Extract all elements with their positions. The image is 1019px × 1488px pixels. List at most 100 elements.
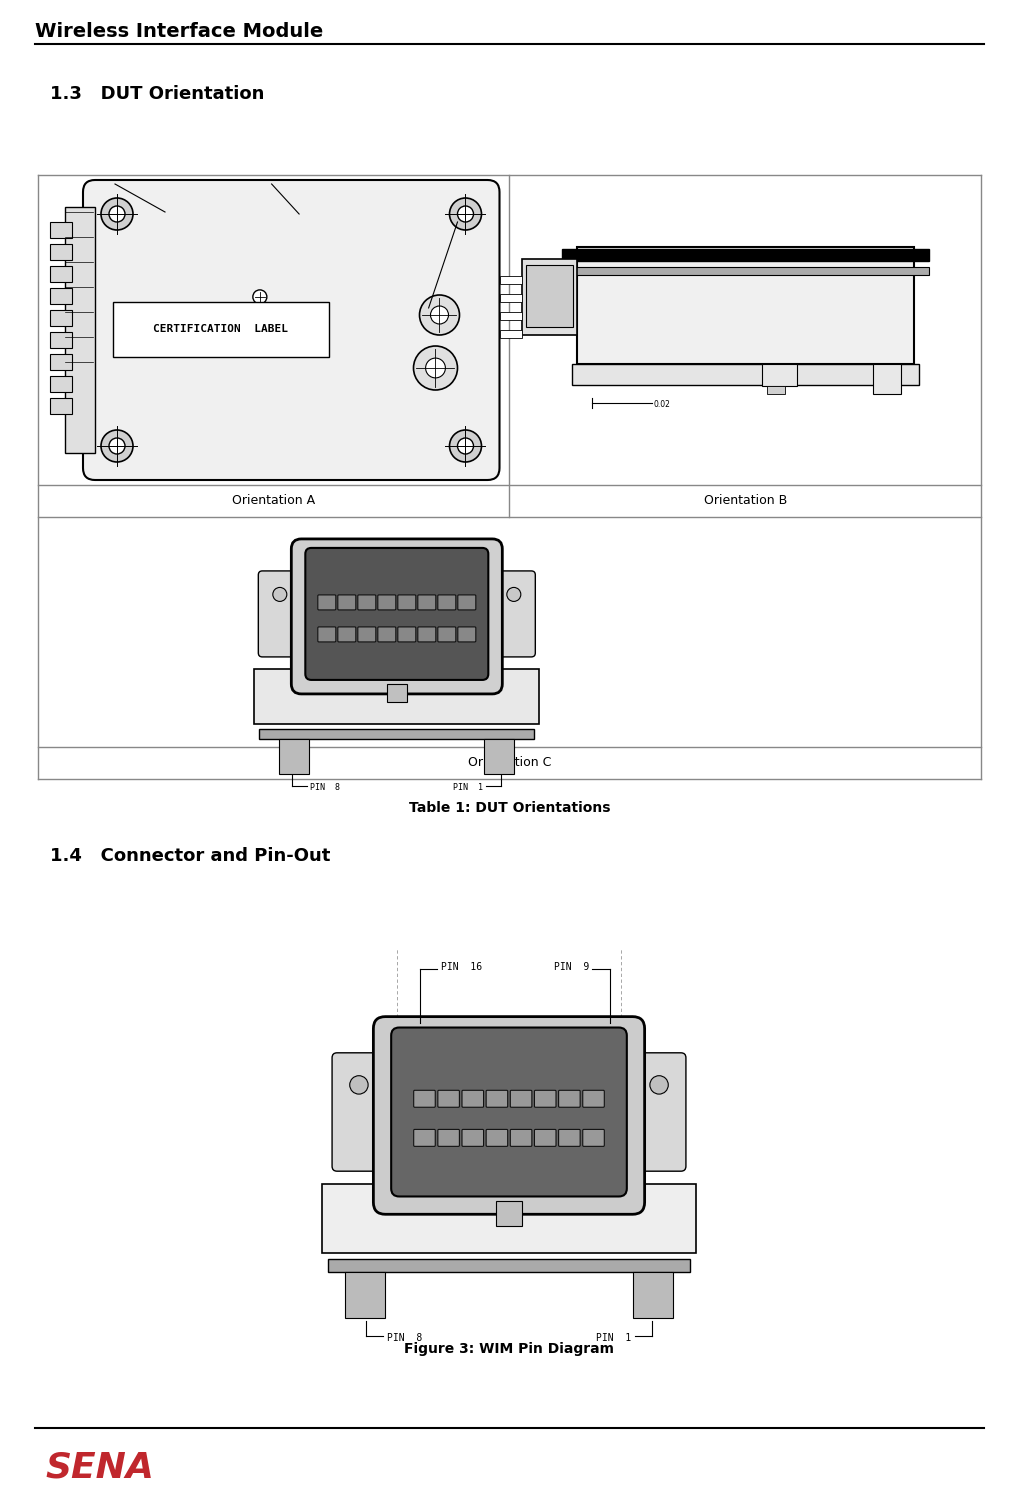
Bar: [522, 259, 577, 335]
Text: PIN  1: PIN 1: [453, 783, 483, 793]
Bar: [50, 244, 72, 260]
Circle shape: [506, 588, 521, 601]
Circle shape: [449, 198, 482, 231]
FancyBboxPatch shape: [438, 1129, 460, 1146]
FancyBboxPatch shape: [306, 548, 488, 680]
Bar: [577, 247, 914, 363]
FancyBboxPatch shape: [534, 1129, 556, 1146]
FancyBboxPatch shape: [318, 626, 336, 641]
Circle shape: [458, 437, 474, 454]
Circle shape: [350, 1076, 368, 1094]
Bar: [50, 376, 72, 391]
FancyBboxPatch shape: [391, 1028, 627, 1196]
FancyBboxPatch shape: [438, 595, 455, 610]
Bar: [255, 670, 539, 725]
Bar: [279, 740, 310, 774]
FancyBboxPatch shape: [558, 1091, 580, 1107]
FancyBboxPatch shape: [534, 1091, 556, 1107]
FancyBboxPatch shape: [358, 626, 376, 641]
Circle shape: [101, 198, 133, 231]
Bar: [500, 295, 522, 302]
Text: PIN  8: PIN 8: [386, 1333, 422, 1344]
Bar: [500, 330, 522, 338]
Bar: [572, 363, 918, 384]
FancyBboxPatch shape: [583, 1129, 604, 1146]
Circle shape: [253, 290, 267, 304]
Circle shape: [449, 430, 482, 461]
Text: SENA: SENA: [45, 1449, 154, 1484]
Text: Wireless Interface Module: Wireless Interface Module: [35, 22, 323, 42]
Text: PIN  1: PIN 1: [596, 1333, 632, 1344]
FancyBboxPatch shape: [458, 626, 476, 641]
FancyBboxPatch shape: [458, 595, 476, 610]
FancyBboxPatch shape: [632, 1054, 686, 1171]
Bar: [762, 363, 797, 385]
Text: Orientation B: Orientation B: [704, 494, 787, 507]
Bar: [50, 222, 72, 238]
FancyBboxPatch shape: [378, 626, 395, 641]
FancyBboxPatch shape: [418, 595, 436, 610]
FancyBboxPatch shape: [397, 595, 416, 610]
FancyBboxPatch shape: [462, 1091, 484, 1107]
FancyBboxPatch shape: [583, 1091, 604, 1107]
FancyBboxPatch shape: [486, 1129, 507, 1146]
Bar: [526, 265, 573, 326]
Bar: [50, 397, 72, 414]
FancyBboxPatch shape: [462, 1129, 484, 1146]
FancyBboxPatch shape: [318, 595, 336, 610]
FancyBboxPatch shape: [418, 626, 436, 641]
Bar: [345, 1272, 385, 1318]
Bar: [50, 354, 72, 371]
FancyBboxPatch shape: [397, 626, 416, 641]
Circle shape: [414, 347, 458, 390]
Circle shape: [109, 205, 125, 222]
Bar: [65, 207, 95, 452]
Circle shape: [109, 437, 125, 454]
Bar: [50, 289, 72, 304]
Text: Table 1: DUT Orientations: Table 1: DUT Orientations: [409, 801, 610, 815]
Text: Orientation A: Orientation A: [232, 494, 315, 507]
Text: PIN  16: PIN 16: [440, 961, 482, 972]
Circle shape: [273, 588, 286, 601]
Text: 0.02: 0.02: [654, 400, 671, 409]
FancyBboxPatch shape: [83, 180, 499, 481]
Circle shape: [101, 430, 133, 461]
Bar: [561, 250, 928, 262]
Text: Orientation C: Orientation C: [468, 756, 551, 769]
Bar: [387, 684, 407, 702]
Text: 1.3   DUT Orientation: 1.3 DUT Orientation: [50, 85, 264, 103]
Text: CERTIFICATION  LABEL: CERTIFICATION LABEL: [154, 324, 288, 335]
Bar: [50, 266, 72, 283]
FancyBboxPatch shape: [438, 626, 455, 641]
FancyBboxPatch shape: [486, 1091, 507, 1107]
FancyBboxPatch shape: [332, 1054, 386, 1171]
FancyBboxPatch shape: [291, 539, 502, 693]
FancyBboxPatch shape: [511, 1091, 532, 1107]
Bar: [561, 268, 928, 275]
FancyBboxPatch shape: [511, 1129, 532, 1146]
Bar: [633, 1272, 673, 1318]
FancyBboxPatch shape: [378, 595, 395, 610]
FancyBboxPatch shape: [358, 595, 376, 610]
Text: Figure 3: WIM Pin Diagram: Figure 3: WIM Pin Diagram: [404, 1342, 614, 1356]
Circle shape: [420, 295, 460, 335]
Bar: [322, 1184, 696, 1253]
FancyBboxPatch shape: [338, 595, 356, 610]
Bar: [50, 310, 72, 326]
Circle shape: [650, 1076, 668, 1094]
Bar: [500, 312, 522, 320]
Bar: [484, 740, 515, 774]
FancyBboxPatch shape: [438, 1091, 460, 1107]
Bar: [767, 385, 785, 394]
Bar: [113, 302, 329, 357]
Bar: [496, 1201, 522, 1226]
Circle shape: [426, 359, 445, 378]
Circle shape: [430, 307, 448, 324]
FancyBboxPatch shape: [414, 1091, 435, 1107]
FancyBboxPatch shape: [558, 1129, 580, 1146]
Text: 1.4   Connector and Pin-Out: 1.4 Connector and Pin-Out: [50, 847, 330, 865]
Bar: [500, 275, 522, 284]
FancyBboxPatch shape: [338, 626, 356, 641]
Bar: [40, 177, 507, 484]
Bar: [40, 519, 979, 745]
